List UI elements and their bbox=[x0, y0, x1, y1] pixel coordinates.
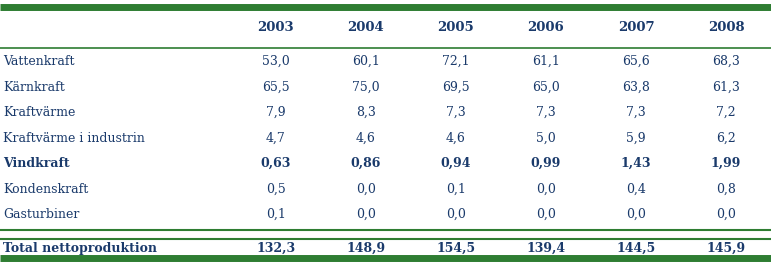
Text: 0,1: 0,1 bbox=[446, 183, 466, 196]
Text: 0,8: 0,8 bbox=[716, 183, 736, 196]
Text: 7,3: 7,3 bbox=[626, 106, 646, 119]
Text: 0,86: 0,86 bbox=[351, 157, 381, 170]
Text: 65,5: 65,5 bbox=[262, 81, 290, 94]
Text: 7,9: 7,9 bbox=[266, 106, 286, 119]
Text: 61,3: 61,3 bbox=[712, 81, 740, 94]
Text: 6,2: 6,2 bbox=[716, 132, 736, 145]
Text: 63,8: 63,8 bbox=[622, 81, 650, 94]
Text: Vattenkraft: Vattenkraft bbox=[3, 55, 75, 68]
Text: 5,0: 5,0 bbox=[536, 132, 556, 145]
Text: Kondenskraft: Kondenskraft bbox=[3, 183, 89, 196]
Text: 61,1: 61,1 bbox=[532, 55, 560, 68]
Text: 2005: 2005 bbox=[437, 21, 474, 34]
Text: 69,5: 69,5 bbox=[442, 81, 470, 94]
Text: 0,0: 0,0 bbox=[356, 208, 375, 221]
Text: 0,0: 0,0 bbox=[716, 208, 736, 221]
Text: 2008: 2008 bbox=[708, 21, 744, 34]
Text: 7,3: 7,3 bbox=[536, 106, 556, 119]
Text: 60,1: 60,1 bbox=[352, 55, 380, 68]
Text: 53,0: 53,0 bbox=[262, 55, 290, 68]
Text: Kraftvärme i industrin: Kraftvärme i industrin bbox=[3, 132, 145, 145]
Text: 0,0: 0,0 bbox=[536, 208, 556, 221]
Text: 2006: 2006 bbox=[527, 21, 564, 34]
Text: 5,9: 5,9 bbox=[626, 132, 646, 145]
Text: 0,99: 0,99 bbox=[530, 157, 561, 170]
Text: Total nettoproduktion: Total nettoproduktion bbox=[3, 242, 157, 255]
Text: 68,3: 68,3 bbox=[712, 55, 740, 68]
Text: 4,6: 4,6 bbox=[356, 132, 375, 145]
Text: 1,43: 1,43 bbox=[621, 157, 651, 170]
Text: 2003: 2003 bbox=[258, 21, 295, 34]
Text: 0,63: 0,63 bbox=[261, 157, 291, 170]
Text: 75,0: 75,0 bbox=[352, 81, 379, 94]
Text: 148,9: 148,9 bbox=[346, 242, 386, 255]
Text: 145,9: 145,9 bbox=[706, 242, 746, 255]
Text: 72,1: 72,1 bbox=[442, 55, 470, 68]
Text: Kärnkraft: Kärnkraft bbox=[3, 81, 65, 94]
Text: 4,7: 4,7 bbox=[266, 132, 286, 145]
Text: Kraftvärme: Kraftvärme bbox=[3, 106, 76, 119]
Text: 139,4: 139,4 bbox=[527, 242, 565, 255]
Text: 0,0: 0,0 bbox=[536, 183, 556, 196]
Text: 2007: 2007 bbox=[618, 21, 655, 34]
Text: Gasturbiner: Gasturbiner bbox=[3, 208, 79, 221]
Text: 154,5: 154,5 bbox=[436, 242, 476, 255]
Text: 132,3: 132,3 bbox=[256, 242, 295, 255]
Text: 144,5: 144,5 bbox=[616, 242, 655, 255]
Text: 0,4: 0,4 bbox=[626, 183, 646, 196]
Text: 7,3: 7,3 bbox=[446, 106, 466, 119]
Text: 0,5: 0,5 bbox=[266, 183, 286, 196]
Text: 4,6: 4,6 bbox=[446, 132, 466, 145]
Text: 0,0: 0,0 bbox=[446, 208, 466, 221]
Text: 1,99: 1,99 bbox=[711, 157, 741, 170]
Text: 0,0: 0,0 bbox=[356, 183, 375, 196]
Text: 65,0: 65,0 bbox=[532, 81, 560, 94]
Text: 65,6: 65,6 bbox=[622, 55, 650, 68]
Text: Vindkraft: Vindkraft bbox=[3, 157, 69, 170]
Text: 0,94: 0,94 bbox=[441, 157, 471, 170]
Text: 0,0: 0,0 bbox=[626, 208, 646, 221]
Text: 2004: 2004 bbox=[348, 21, 384, 34]
Text: 7,2: 7,2 bbox=[716, 106, 736, 119]
Text: 0,1: 0,1 bbox=[266, 208, 286, 221]
Text: 8,3: 8,3 bbox=[356, 106, 375, 119]
